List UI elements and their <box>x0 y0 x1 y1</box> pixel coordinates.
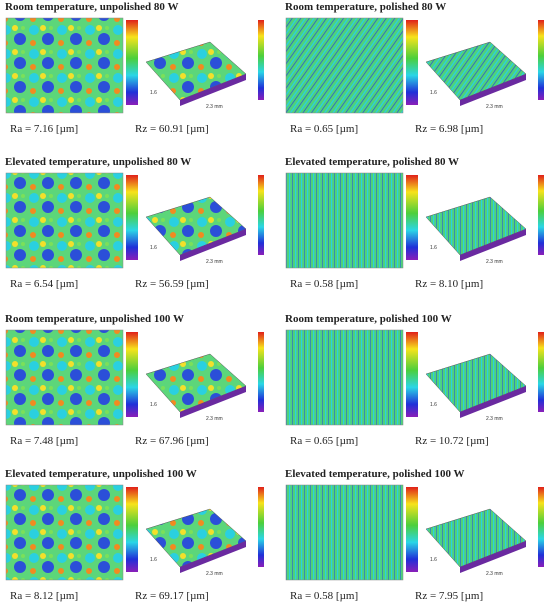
color-bar-3d <box>258 175 264 255</box>
color-bar-3d <box>538 175 544 255</box>
depth-label: 1.6 <box>430 557 437 563</box>
rz-value: Rz = 10.72 [µm] <box>415 435 489 447</box>
surface-3d <box>145 41 247 101</box>
surface-3d-side <box>460 229 526 261</box>
color-bar-3d <box>538 487 544 567</box>
width-label: 2.3 mm <box>486 104 503 110</box>
rz-value: Rz = 67.96 [µm] <box>135 435 209 447</box>
surface-3d <box>145 196 247 256</box>
ra-value: Ra = 0.58 [µm] <box>290 278 358 290</box>
depth-label: 1.6 <box>430 90 437 96</box>
surface-3d <box>145 353 247 413</box>
panel-title: Elevated temperature, polished 80 W <box>285 156 459 168</box>
rz-value: Rz = 6.98 [µm] <box>415 123 483 135</box>
panel-title: Room temperature, polished 80 W <box>285 1 446 13</box>
surface-3d-side <box>460 541 526 573</box>
ra-value: Ra = 7.48 [µm] <box>10 435 78 447</box>
surface-3d <box>425 196 527 256</box>
panel-title: Elevated temperature, unpolished 80 W <box>5 156 191 168</box>
surface-map <box>285 484 404 581</box>
ra-value: Ra = 0.65 [µm] <box>290 123 358 135</box>
depth-label: 1.6 <box>150 245 157 251</box>
rz-value: Rz = 60.91 [µm] <box>135 123 209 135</box>
color-bar <box>406 175 418 260</box>
panel-title: Elevated temperature, polished 100 W <box>285 468 465 480</box>
rz-value: Rz = 56.59 [µm] <box>135 278 209 290</box>
surface-map <box>285 172 404 269</box>
surface-3d <box>425 41 527 101</box>
surface-3d-side <box>180 229 246 261</box>
color-bar <box>126 175 138 260</box>
color-bar <box>126 332 138 417</box>
surface-map <box>5 172 124 269</box>
width-label: 2.3 mm <box>206 571 223 577</box>
width-label: 2.3 mm <box>206 259 223 265</box>
surface-3d-side <box>180 541 246 573</box>
color-bar-3d <box>258 20 264 100</box>
width-label: 2.3 mm <box>206 104 223 110</box>
panel-title: Room temperature, polished 100 W <box>285 313 452 325</box>
width-label: 2.3 mm <box>486 259 503 265</box>
rz-value: Rz = 8.10 [µm] <box>415 278 483 290</box>
surface-map <box>5 484 124 581</box>
color-bar-3d <box>538 332 544 412</box>
rz-value: Rz = 69.17 [µm] <box>135 590 209 602</box>
width-label: 2.3 mm <box>486 571 503 577</box>
color-bar <box>406 487 418 572</box>
color-bar <box>126 20 138 105</box>
color-bar-3d <box>258 487 264 567</box>
panel-title: Room temperature, unpolished 100 W <box>5 313 184 325</box>
depth-label: 1.6 <box>430 402 437 408</box>
color-bar-3d <box>538 20 544 100</box>
color-bar-3d <box>258 332 264 412</box>
depth-label: 1.6 <box>150 402 157 408</box>
ra-value: Ra = 0.58 [µm] <box>290 590 358 602</box>
ra-value: Ra = 0.65 [µm] <box>290 435 358 447</box>
surface-map <box>5 17 124 114</box>
ra-value: Ra = 8.12 [µm] <box>10 590 78 602</box>
surface-3d <box>425 353 527 413</box>
ra-value: Ra = 7.16 [µm] <box>10 123 78 135</box>
surface-map <box>285 17 404 114</box>
ra-value: Ra = 6.54 [µm] <box>10 278 78 290</box>
rz-value: Rz = 7.95 [µm] <box>415 590 483 602</box>
surface-3d-side <box>180 74 246 106</box>
panel-title: Room temperature, unpolished 80 W <box>5 1 178 13</box>
surface-map <box>5 329 124 426</box>
surface-3d-side <box>180 386 246 418</box>
color-bar <box>406 20 418 105</box>
width-label: 2.3 mm <box>486 416 503 422</box>
surface-3d <box>425 508 527 568</box>
surface-3d-side <box>460 74 526 106</box>
surface-3d <box>145 508 247 568</box>
panel-title: Elevated temperature, unpolished 100 W <box>5 468 197 480</box>
surface-map <box>285 329 404 426</box>
depth-label: 1.6 <box>150 557 157 563</box>
surface-3d-side <box>460 386 526 418</box>
color-bar <box>126 487 138 572</box>
depth-label: 1.6 <box>150 90 157 96</box>
width-label: 2.3 mm <box>206 416 223 422</box>
color-bar <box>406 332 418 417</box>
depth-label: 1.6 <box>430 245 437 251</box>
